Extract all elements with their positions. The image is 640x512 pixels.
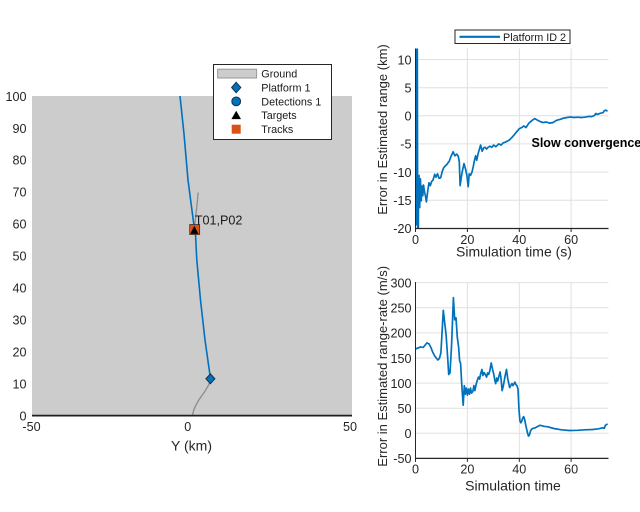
svg-text:250: 250	[390, 302, 411, 316]
svg-text:0: 0	[184, 420, 191, 434]
svg-text:Platform 1: Platform 1	[261, 82, 310, 94]
svg-text:0: 0	[404, 427, 411, 441]
svg-text:50: 50	[397, 402, 411, 416]
svg-text:Error in Estimated range (km): Error in Estimated range (km)	[375, 44, 390, 215]
svg-text:Simulation time: Simulation time	[465, 478, 561, 494]
svg-text:90: 90	[12, 122, 26, 136]
svg-text:0: 0	[19, 409, 26, 423]
svg-text:10: 10	[12, 377, 26, 391]
svg-text:0: 0	[404, 110, 411, 124]
svg-text:60: 60	[564, 463, 578, 477]
svg-text:10: 10	[397, 53, 411, 67]
svg-text:20: 20	[12, 345, 26, 359]
svg-text:150: 150	[390, 352, 411, 366]
svg-text:70: 70	[12, 186, 26, 200]
svg-text:Platform ID 2: Platform ID 2	[503, 32, 566, 44]
svg-text:-50: -50	[393, 452, 411, 466]
svg-text:5: 5	[404, 82, 411, 96]
svg-text:Y (km): Y (km)	[171, 438, 212, 454]
svg-text:300: 300	[390, 276, 411, 290]
svg-text:50: 50	[12, 250, 26, 264]
svg-text:-50: -50	[22, 420, 40, 434]
svg-text:Simulation time (s): Simulation time (s)	[456, 244, 572, 260]
svg-text:Tracks: Tracks	[261, 124, 294, 136]
svg-text:20: 20	[460, 463, 474, 477]
svg-text:60: 60	[12, 218, 26, 232]
svg-text:Targets: Targets	[261, 110, 297, 122]
svg-text:-10: -10	[393, 166, 411, 180]
svg-text:0: 0	[412, 463, 419, 477]
svg-text:-15: -15	[393, 194, 411, 208]
svg-text:Slow convergence: Slow convergence	[532, 136, 640, 150]
svg-text:30: 30	[12, 313, 26, 327]
svg-text:80: 80	[12, 154, 26, 168]
svg-text:40: 40	[512, 233, 526, 247]
svg-text:20: 20	[460, 233, 474, 247]
svg-text:Error in Estimated range-rate: Error in Estimated range-rate (m/s)	[375, 266, 390, 467]
svg-text:Detections 1: Detections 1	[261, 96, 321, 108]
svg-text:100: 100	[390, 377, 411, 391]
svg-text:40: 40	[512, 463, 526, 477]
svg-text:50: 50	[343, 420, 357, 434]
svg-text:Ground: Ground	[261, 69, 297, 81]
svg-text:-5: -5	[400, 138, 411, 152]
svg-text:-20: -20	[393, 222, 411, 236]
svg-text:0: 0	[412, 233, 419, 247]
svg-text:100: 100	[5, 90, 26, 104]
svg-text:T01,P02: T01,P02	[195, 213, 243, 227]
svg-text:60: 60	[564, 233, 578, 247]
svg-text:40: 40	[12, 282, 26, 296]
svg-text:200: 200	[390, 327, 411, 341]
